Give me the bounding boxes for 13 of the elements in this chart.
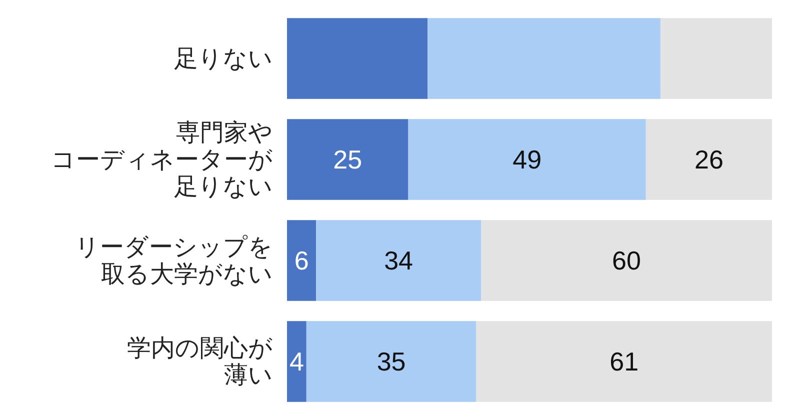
data-label: 35 <box>376 346 406 376</box>
data-label: 60 <box>612 246 641 276</box>
y-tick-label: 学内の関心が薄い <box>127 334 273 389</box>
data-label: 4 <box>289 346 304 376</box>
data-label: 6 <box>294 246 309 276</box>
data-label: 25 <box>333 144 362 174</box>
y-tick-label: 専門家やコーディネーターが足りない <box>51 118 273 200</box>
data-label: 49 <box>512 144 542 174</box>
data-label: 26 <box>694 144 724 174</box>
y-tick-label: 足りない <box>174 44 273 72</box>
data-label: 34 <box>384 246 414 276</box>
data-label: 61 <box>610 346 639 376</box>
y-tick-label: リーダーシップを取る大学がない <box>75 233 273 288</box>
